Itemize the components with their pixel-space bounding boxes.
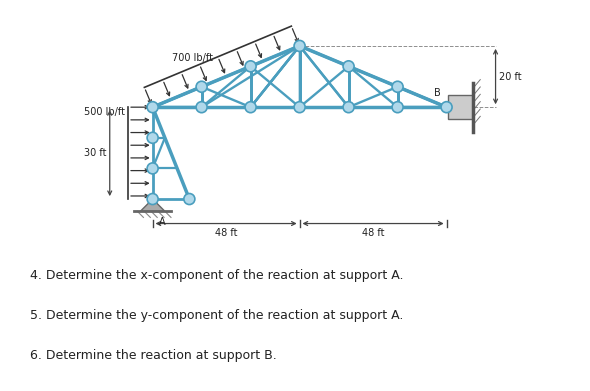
Text: 700 lb/ft: 700 lb/ft xyxy=(172,53,213,63)
Text: 30 ft: 30 ft xyxy=(84,148,107,158)
Circle shape xyxy=(245,102,256,113)
Polygon shape xyxy=(140,199,165,211)
Text: 48 ft: 48 ft xyxy=(215,228,237,238)
Text: 5. Determine the y-component of the reaction at support A.: 5. Determine the y-component of the reac… xyxy=(30,309,403,322)
Circle shape xyxy=(196,81,207,92)
Text: B: B xyxy=(434,88,441,98)
Circle shape xyxy=(392,81,403,92)
Circle shape xyxy=(343,102,354,113)
Text: 20 ft: 20 ft xyxy=(499,72,521,82)
Circle shape xyxy=(147,102,158,113)
Text: 6. Determine the reaction at support B.: 6. Determine the reaction at support B. xyxy=(30,350,276,362)
Circle shape xyxy=(392,102,403,113)
Circle shape xyxy=(147,163,158,174)
Text: 4. Determine the x-component of the reaction at support A.: 4. Determine the x-component of the reac… xyxy=(30,269,403,282)
Text: 500 lb/ft: 500 lb/ft xyxy=(84,107,125,117)
Text: A: A xyxy=(159,217,165,228)
Circle shape xyxy=(441,102,452,113)
Circle shape xyxy=(196,102,207,113)
Circle shape xyxy=(294,102,305,113)
Circle shape xyxy=(147,194,158,204)
Circle shape xyxy=(343,61,354,72)
Text: 48 ft: 48 ft xyxy=(362,228,384,238)
Circle shape xyxy=(294,40,305,52)
Circle shape xyxy=(184,194,195,204)
Circle shape xyxy=(147,132,158,143)
FancyBboxPatch shape xyxy=(448,95,473,119)
Circle shape xyxy=(245,61,256,72)
